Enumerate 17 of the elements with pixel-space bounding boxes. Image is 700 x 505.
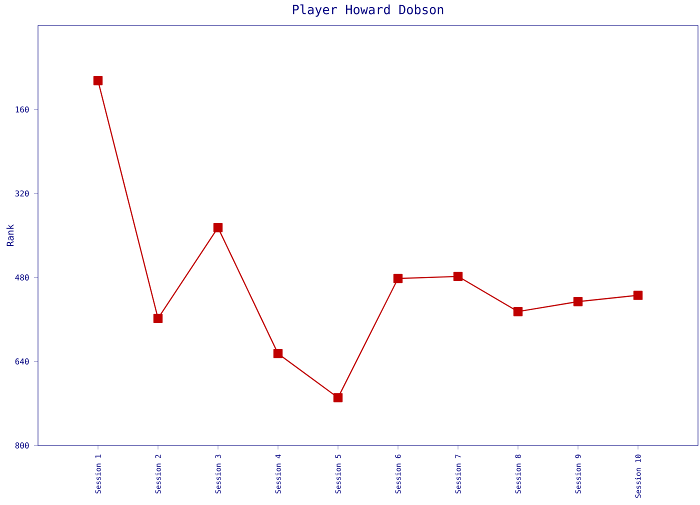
y-tick-label: 160 [16,106,29,112]
point [573,296,583,306]
point [513,306,523,316]
point [453,272,463,281]
chart-title: Player Howard Dobson [292,4,444,17]
point [213,222,223,232]
y-tick-label: 480 [15,274,29,280]
y-axis-title: Rank [6,224,14,246]
point [93,76,103,85]
point [273,348,283,358]
y-tick-label: 800 [15,442,29,448]
point [393,274,403,283]
y-tick-label: 640 [15,358,29,364]
point [633,290,643,300]
point [153,314,163,323]
y-tick-label: 320 [15,190,29,196]
point [333,392,343,402]
